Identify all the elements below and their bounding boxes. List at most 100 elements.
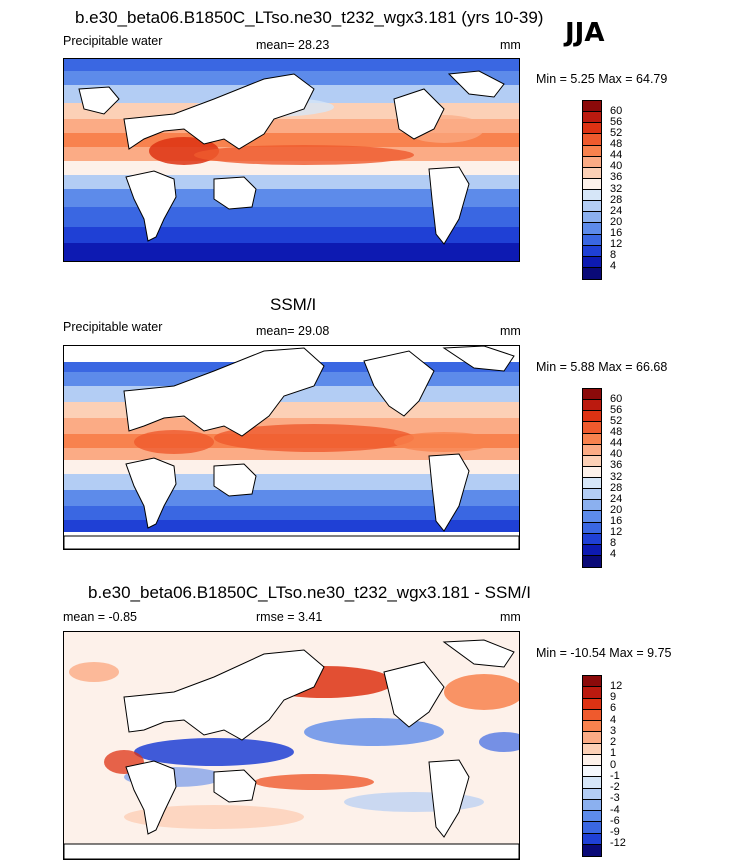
- colorbar-tick-label: 60: [610, 104, 623, 117]
- colorbar-swatch: [583, 822, 601, 834]
- colorbar-tick-label: 32: [610, 182, 623, 195]
- colorbar-swatch: [583, 544, 601, 556]
- panel1-units-label: mm: [500, 38, 521, 52]
- colorbar-swatch: [583, 134, 601, 146]
- colorbar-tick-label: 8: [610, 537, 617, 550]
- colorbar-swatch: [583, 709, 601, 721]
- colorbar-tick-label: 16: [610, 515, 623, 527]
- colorbar-swatch: [583, 433, 601, 445]
- colorbar-swatch: [583, 511, 601, 523]
- colorbar-swatch: [583, 455, 601, 467]
- panel1-map: [63, 58, 520, 262]
- colorbar-swatch: [583, 245, 601, 257]
- colorbar-swatch: [583, 123, 601, 135]
- colorbar-tick-label: 48: [610, 426, 623, 438]
- colorbar-tick-label: 12: [610, 526, 623, 539]
- colorbar-tick-label: 4: [610, 548, 617, 561]
- panel3-units-label: mm: [500, 610, 521, 624]
- colorbar-swatch: [583, 721, 601, 733]
- colorbar-swatch: [583, 698, 601, 710]
- colorbar-tick-label: 36: [610, 459, 623, 472]
- colorbar-tick-label: 40: [610, 160, 623, 173]
- panel1-variable-label: Precipitable water: [63, 34, 163, 48]
- colorbar-swatch: [583, 732, 601, 744]
- colorbar-swatch: [583, 389, 601, 401]
- panel1-colorbar: [582, 100, 602, 280]
- colorbar-swatch: [583, 400, 601, 412]
- colorbar-swatch: [583, 555, 601, 567]
- colorbar-swatch: [583, 687, 601, 699]
- colorbar-swatch: [583, 676, 601, 688]
- panel3-minmax-label: Min = -10.54 Max = 9.75: [536, 646, 672, 660]
- colorbar-swatch: [583, 201, 601, 213]
- colorbar-swatch: [583, 112, 601, 124]
- panel1-title: b.e30_beta06.B1850C_LTso.ne30_t232_wgx3.…: [75, 8, 544, 27]
- panel2-map: [63, 345, 520, 550]
- colorbar-swatch: [583, 754, 601, 766]
- colorbar-swatch: [583, 844, 601, 856]
- colorbar-tick-label: 6: [610, 702, 617, 715]
- colorbar-tick-label: 56: [610, 403, 623, 416]
- colorbar-tick-label: 24: [610, 204, 623, 217]
- colorbar-tick-label: 4: [610, 260, 617, 273]
- colorbar-tick-label: 44: [610, 149, 623, 162]
- colorbar-swatch: [583, 234, 601, 246]
- colorbar-tick-label: 8: [610, 249, 617, 262]
- colorbar-swatch: [583, 799, 601, 811]
- colorbar-tick-label: -2: [610, 781, 620, 793]
- colorbar-swatch: [583, 466, 601, 478]
- colorbar-swatch: [583, 223, 601, 235]
- colorbar-tick-label: 3: [610, 724, 617, 737]
- panel3-map-graphic: [64, 632, 519, 859]
- colorbar-tick-label: -12: [610, 837, 626, 850]
- colorbar-tick-label: 12: [610, 679, 623, 692]
- colorbar-tick-label: -4: [610, 803, 620, 816]
- colorbar-tick-label: 20: [610, 503, 623, 516]
- colorbar-swatch: [583, 178, 601, 190]
- colorbar-tick-label: 28: [610, 481, 623, 494]
- colorbar-swatch: [583, 212, 601, 224]
- colorbar-swatch: [583, 833, 601, 845]
- colorbar-swatch: [583, 766, 601, 778]
- colorbar-tick-label: 16: [610, 227, 623, 239]
- colorbar-tick-label: -3: [610, 792, 620, 805]
- panel3-rmse-label: rmse = 3.41: [256, 610, 323, 624]
- colorbar-tick-label: 40: [610, 448, 623, 461]
- colorbar-tick-label: 2: [610, 736, 617, 748]
- colorbar-tick-label: 32: [610, 470, 623, 483]
- panel2-units-label: mm: [500, 324, 521, 338]
- panel3-map: [63, 631, 520, 860]
- colorbar-tick-label: 0: [610, 758, 617, 771]
- colorbar-swatch: [583, 788, 601, 800]
- colorbar-swatch: [583, 422, 601, 434]
- colorbar-swatch: [583, 156, 601, 168]
- colorbar-swatch: [583, 411, 601, 423]
- colorbar-tick-label: 24: [610, 492, 623, 505]
- panel2-mean-label: mean= 29.08: [256, 324, 330, 338]
- panel3-title: b.e30_beta06.B1850C_LTso.ne30_t232_wgx3.…: [88, 583, 531, 602]
- colorbar-swatch: [583, 190, 601, 202]
- season-label: JJA: [565, 18, 605, 48]
- colorbar-swatch: [583, 267, 601, 279]
- colorbar-swatch: [583, 489, 601, 501]
- colorbar-tick-label: -6: [610, 814, 620, 827]
- panel1-map-graphic: [64, 59, 519, 261]
- colorbar-tick-label: -9: [610, 826, 620, 838]
- colorbar-tick-label: 28: [610, 193, 623, 206]
- panel2-map-graphic: [64, 346, 519, 549]
- colorbar-tick-label: 20: [610, 215, 623, 228]
- panel2-title: SSM/I: [270, 295, 317, 314]
- colorbar-tick-label: 9: [610, 691, 617, 703]
- panel3-colorbar: [582, 675, 602, 857]
- panel2-colorbar: [582, 388, 602, 568]
- colorbar-swatch: [583, 522, 601, 534]
- colorbar-swatch: [583, 256, 601, 268]
- colorbar-tick-label: 1: [610, 747, 617, 760]
- panel2-variable-label: Precipitable water: [63, 320, 163, 334]
- panel2-minmax-label: Min = 5.88 Max = 66.68: [536, 360, 668, 374]
- colorbar-swatch: [583, 743, 601, 755]
- colorbar-swatch: [583, 101, 601, 113]
- colorbar-tick-label: 12: [610, 238, 623, 251]
- colorbar-swatch: [583, 533, 601, 545]
- colorbar-tick-label: 52: [610, 414, 623, 427]
